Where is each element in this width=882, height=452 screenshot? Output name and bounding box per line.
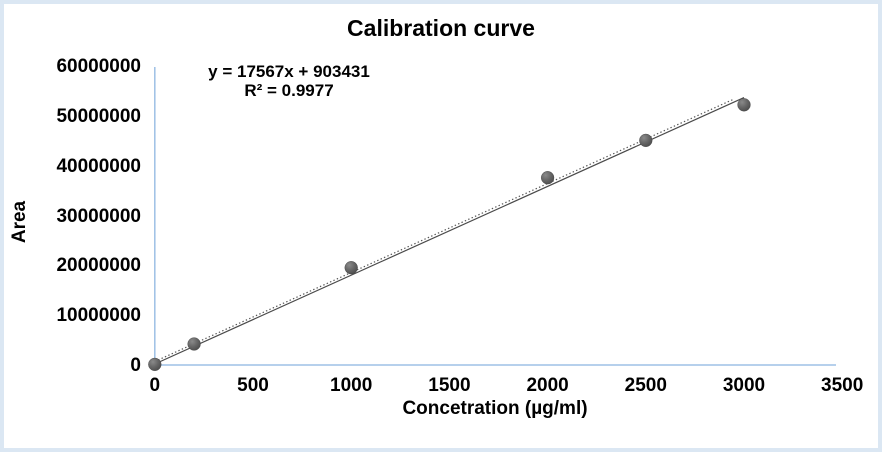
svg-text:3500: 3500 — [821, 375, 863, 396]
svg-text:Concetration (µg/ml): Concetration (µg/ml) — [402, 398, 587, 419]
svg-text:0: 0 — [130, 355, 141, 376]
svg-text:40000000: 40000000 — [56, 156, 141, 177]
svg-text:20000000: 20000000 — [56, 255, 141, 276]
svg-text:30000000: 30000000 — [56, 206, 141, 227]
svg-text:500: 500 — [237, 375, 269, 396]
svg-text:3000: 3000 — [723, 375, 765, 396]
svg-text:1000: 1000 — [330, 375, 372, 396]
svg-text:10000000: 10000000 — [56, 305, 141, 326]
svg-text:1500: 1500 — [428, 375, 470, 396]
svg-text:Area: Area — [9, 200, 30, 243]
svg-text:50000000: 50000000 — [56, 106, 141, 127]
svg-text:0: 0 — [150, 375, 161, 396]
svg-text:60000000: 60000000 — [56, 56, 141, 77]
svg-text:2500: 2500 — [625, 375, 667, 396]
svg-text:2000: 2000 — [526, 375, 568, 396]
